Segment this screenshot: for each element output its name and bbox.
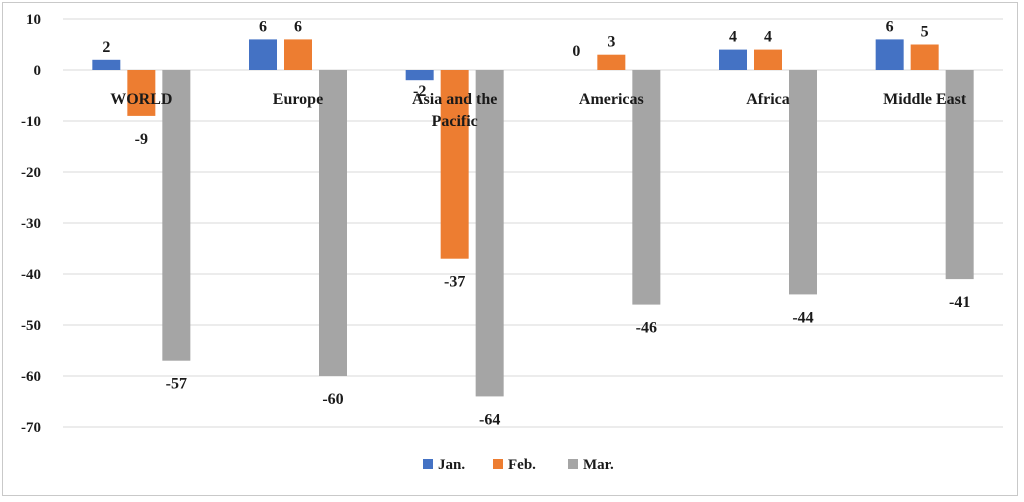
bar-mar-2	[476, 70, 504, 396]
legend-swatch-feb	[493, 459, 503, 469]
data-label-feb: 4	[764, 29, 772, 46]
legend-label-mar: Mar.	[583, 457, 614, 473]
y-tick-label: -20	[21, 165, 41, 181]
y-tick-label: -10	[21, 114, 41, 130]
data-label-mar: -57	[166, 376, 187, 393]
data-label-mar: -64	[479, 411, 500, 428]
category-label: Europe	[273, 91, 323, 108]
legend-label-feb: Feb.	[508, 457, 536, 473]
data-label-jan: 6	[886, 18, 894, 35]
bar-mar-0	[162, 70, 190, 361]
y-tick-label: -40	[21, 267, 41, 283]
bar-feb-5	[911, 45, 939, 71]
y-tick-label: -50	[21, 318, 41, 334]
data-label-mar: -41	[949, 294, 970, 311]
y-tick-label: 0	[34, 63, 42, 79]
category-label: Africa	[746, 91, 790, 108]
y-tick-label: 10	[26, 12, 41, 28]
category-label: WORLD	[110, 91, 172, 108]
bar-jan-4	[719, 50, 747, 70]
bar-feb-3	[597, 55, 625, 70]
bar-jan-5	[876, 39, 904, 70]
data-label-feb: 5	[921, 24, 929, 41]
data-label-feb: -9	[135, 131, 148, 148]
bar-mar-1	[319, 70, 347, 376]
y-tick-label: -70	[21, 420, 41, 436]
legend-swatch-jan	[423, 459, 433, 469]
data-label-mar: -60	[322, 391, 343, 408]
data-label-jan: 0	[572, 43, 580, 60]
data-label-mar: -44	[792, 309, 813, 326]
data-label-jan: 6	[259, 18, 267, 35]
bar-feb-1	[284, 39, 312, 70]
bar-jan-2	[406, 70, 434, 80]
category-label: Middle East	[883, 91, 967, 108]
y-tick-label: -60	[21, 369, 41, 385]
category-label: Americas	[579, 91, 644, 108]
bar-feb-4	[754, 50, 782, 70]
data-label-jan: 2	[102, 39, 110, 56]
data-label-jan: 4	[729, 29, 737, 46]
bar-mar-4	[789, 70, 817, 294]
data-label-feb: 3	[607, 34, 615, 51]
data-label-mar: -46	[636, 320, 657, 337]
data-label-feb: 6	[294, 18, 302, 35]
legend-label-jan: Jan.	[438, 457, 465, 473]
bar-jan-1	[249, 39, 277, 70]
bar-jan-0	[92, 60, 120, 70]
data-label-feb: -37	[444, 274, 465, 291]
legend-swatch-mar	[568, 459, 578, 469]
y-tick-label: -30	[21, 216, 41, 232]
